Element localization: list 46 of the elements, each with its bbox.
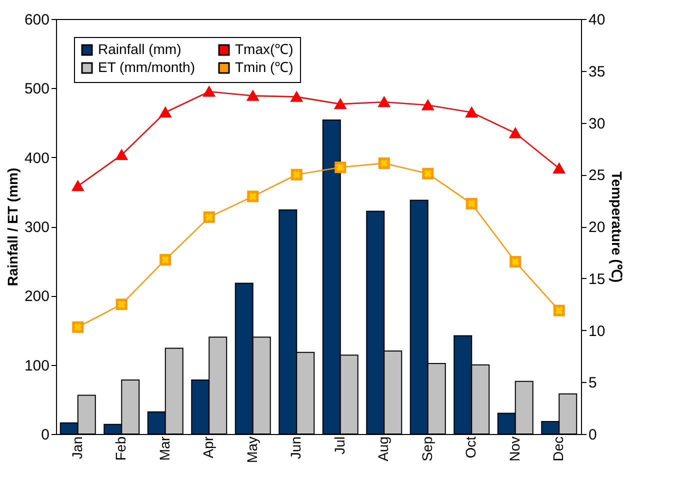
legend-label: Rainfall (mm) bbox=[98, 41, 182, 57]
y2-axis-title: Temperature (℃) bbox=[609, 172, 626, 282]
point bbox=[290, 92, 302, 102]
x-tick-label: Mar bbox=[156, 436, 172, 461]
y-tick-label: 500 bbox=[24, 80, 50, 98]
y2-tick-label: 25 bbox=[588, 167, 606, 184]
y2-tick-label: 30 bbox=[588, 115, 606, 132]
y2-tick-label: 40 bbox=[588, 12, 606, 28]
y2-tick-label: 15 bbox=[588, 270, 606, 288]
x-tick-label: Nov bbox=[506, 436, 522, 462]
y-tick-label: 400 bbox=[24, 150, 50, 167]
x-tick-label: Jul bbox=[331, 436, 348, 454]
x-tick-label: Jan bbox=[68, 436, 85, 460]
y2-tick-label: 20 bbox=[588, 219, 606, 236]
y2-tick-label: 35 bbox=[588, 63, 606, 80]
y-tick-label: 600 bbox=[24, 12, 50, 28]
point bbox=[72, 180, 84, 192]
point bbox=[378, 96, 390, 108]
point bbox=[334, 98, 346, 110]
x-tick-label: Jun bbox=[288, 436, 304, 460]
point bbox=[203, 86, 215, 97]
y-tick-label: 0 bbox=[41, 426, 50, 444]
y2-tick-label: 5 bbox=[588, 374, 597, 392]
x-tick-label: Sep bbox=[418, 436, 435, 462]
legend-label: Tmin (℃) bbox=[235, 59, 294, 75]
x-tick-label: Apr bbox=[200, 436, 216, 458]
x-tick-label: Feb bbox=[112, 436, 129, 461]
point bbox=[422, 100, 434, 110]
y-tick-label: 200 bbox=[24, 288, 50, 306]
y2-tick-label: 0 bbox=[588, 426, 597, 444]
x-tick-label: Oct bbox=[462, 436, 479, 458]
legend-label: ET (mm/month) bbox=[98, 59, 195, 75]
point bbox=[116, 150, 128, 160]
x-tick-label: Aug bbox=[375, 436, 392, 462]
y-tick-label: 300 bbox=[24, 219, 50, 236]
legend-label: Tmax(℃) bbox=[235, 41, 294, 57]
point bbox=[466, 107, 478, 118]
x-tick-label: May bbox=[244, 436, 260, 463]
point bbox=[510, 128, 522, 138]
y-axis-title: Rainfall / ET (mm) bbox=[4, 168, 20, 286]
y-tick-label: 100 bbox=[24, 357, 50, 374]
x-tick-label: Dec bbox=[550, 436, 566, 462]
point bbox=[247, 90, 259, 101]
point bbox=[553, 163, 565, 174]
point bbox=[160, 107, 172, 118]
y2-tick-label: 10 bbox=[588, 322, 606, 340]
